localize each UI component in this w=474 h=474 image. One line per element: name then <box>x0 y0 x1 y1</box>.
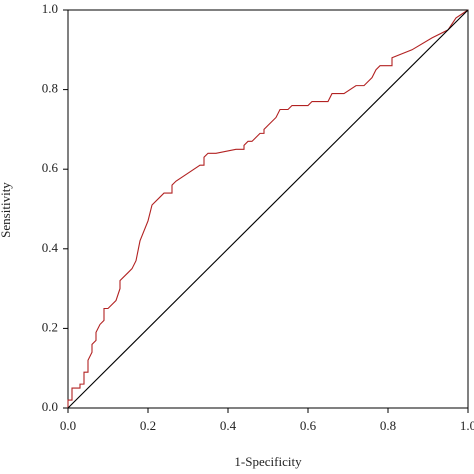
y-tick-label: 0.4 <box>42 240 59 255</box>
x-tick-label: 0.0 <box>60 418 76 433</box>
y-tick-label: 0.2 <box>42 319 58 334</box>
y-tick-label: 0.0 <box>42 399 58 414</box>
x-axis-label: 1-Specificity <box>234 454 302 469</box>
roc-line <box>67 9 469 409</box>
roc-line <box>67 9 469 408</box>
x-tick-label: 0.8 <box>380 418 396 433</box>
x-tick-label: 1.0 <box>460 418 474 433</box>
y-tick-label: 1.0 <box>42 1 58 16</box>
y-tick-label: 0.8 <box>42 81 58 96</box>
x-tick-label: 0.6 <box>300 418 317 433</box>
plot-frame <box>67 9 469 409</box>
y-tick-label: 0.6 <box>42 160 59 175</box>
y-axis-label: Sensitivity <box>0 182 13 238</box>
x-tick-label: 0.2 <box>140 418 156 433</box>
x-tick-label: 0.4 <box>220 418 237 433</box>
